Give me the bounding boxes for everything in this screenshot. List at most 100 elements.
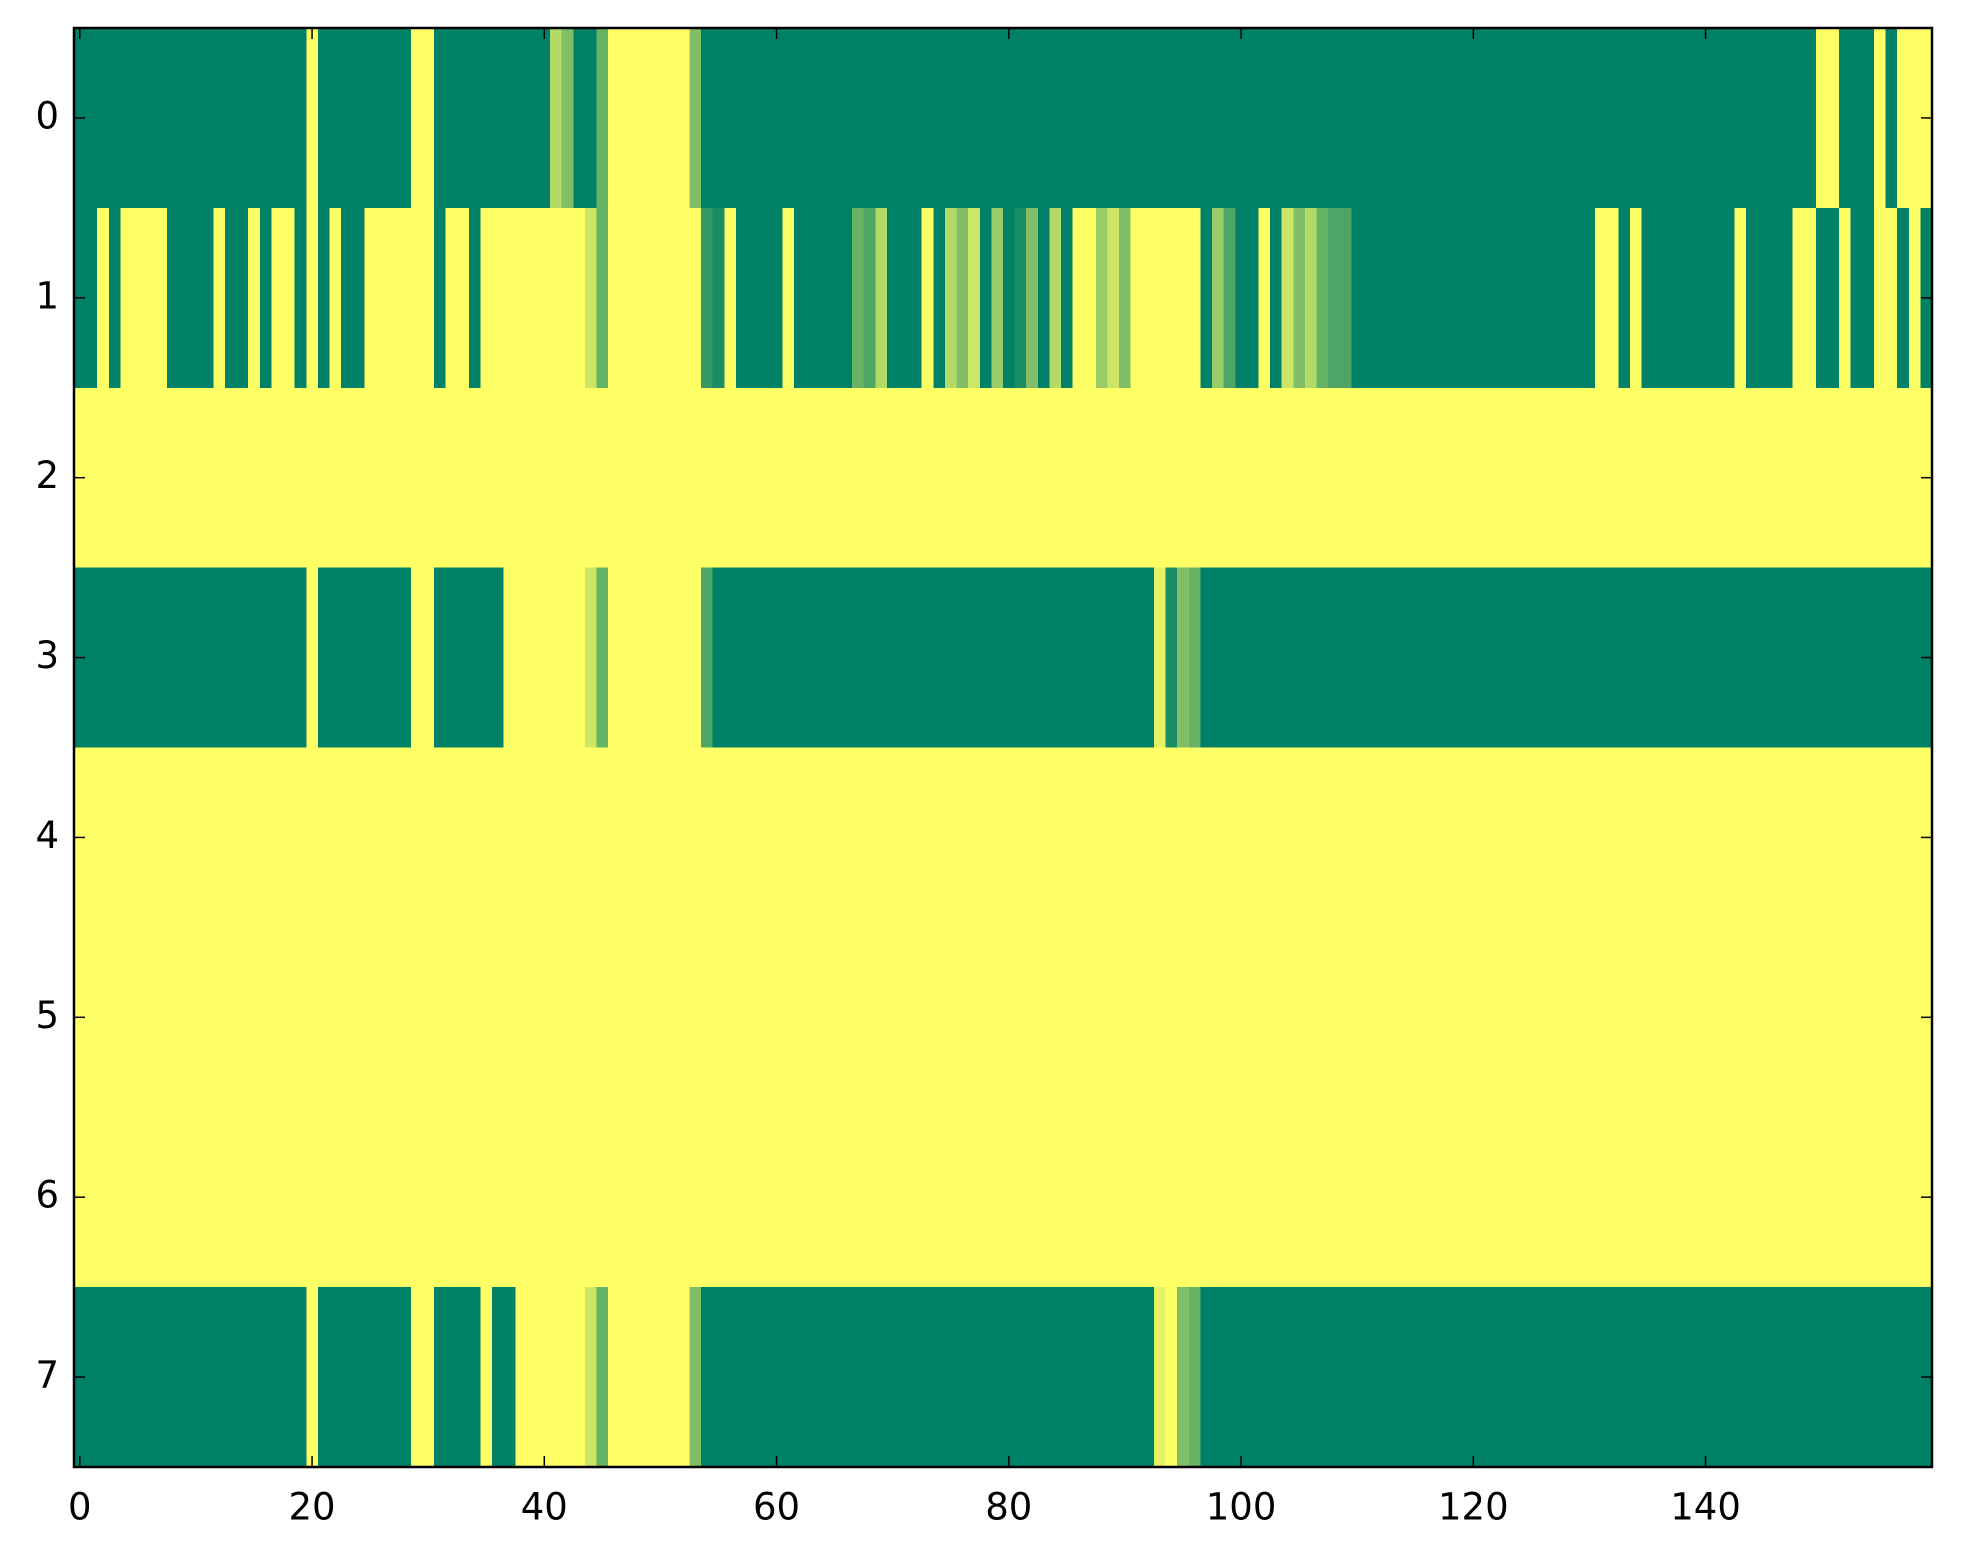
- cell: [480, 747, 493, 928]
- cell: [1583, 747, 1596, 928]
- cell: [608, 567, 621, 749]
- cell: [689, 567, 702, 749]
- cell: [956, 1287, 969, 1468]
- cell: [1246, 747, 1260, 928]
- cell: [457, 207, 470, 389]
- cell: [1815, 567, 1829, 749]
- cell: [759, 1107, 772, 1288]
- cell: [817, 567, 830, 749]
- cell: [1467, 747, 1480, 928]
- cell: [1873, 387, 1887, 569]
- cell: [526, 927, 540, 1108]
- cell: [1270, 1287, 1283, 1468]
- cell: [213, 1287, 226, 1468]
- cell: [619, 28, 632, 209]
- cell: [97, 1287, 110, 1468]
- cell: [1386, 927, 1399, 1108]
- cell: [1757, 1287, 1771, 1468]
- cell: [410, 387, 423, 569]
- cell: [1815, 1107, 1829, 1288]
- cell: [166, 567, 180, 749]
- cell: [1641, 747, 1654, 928]
- cell: [1769, 1287, 1782, 1468]
- cell: [979, 747, 992, 928]
- cell: [1281, 1287, 1294, 1468]
- cell: [1432, 28, 1445, 209]
- cell: [480, 927, 493, 1108]
- cell: [1908, 1107, 1921, 1288]
- cell: [1026, 1107, 1039, 1288]
- cell: [236, 1287, 249, 1468]
- cell: [1107, 207, 1120, 389]
- cell: [1432, 567, 1445, 749]
- cell: [1374, 567, 1387, 749]
- cell: [433, 207, 447, 389]
- cell: [1769, 747, 1782, 928]
- cell: [445, 387, 458, 569]
- cell: [561, 1107, 574, 1288]
- cell: [875, 207, 888, 389]
- cell: [1490, 1287, 1503, 1468]
- cell: [1513, 207, 1527, 389]
- cell: [341, 747, 354, 928]
- cell: [596, 387, 609, 569]
- cell: [759, 387, 772, 569]
- cell: [422, 747, 435, 928]
- cell: [259, 567, 273, 749]
- cell: [1316, 927, 1329, 1108]
- cell: [910, 207, 923, 389]
- cell: [1537, 567, 1550, 749]
- cell: [1177, 1107, 1190, 1288]
- cell: [968, 927, 981, 1108]
- cell: [143, 387, 156, 569]
- cell: [631, 387, 644, 569]
- cell: [166, 1107, 180, 1288]
- cell: [1119, 747, 1132, 928]
- cell: [701, 1287, 714, 1468]
- cell: [178, 1107, 191, 1288]
- cell: [793, 567, 807, 749]
- cell: [1246, 28, 1260, 209]
- cell: [1200, 28, 1213, 209]
- cell: [480, 567, 493, 749]
- cell: [956, 567, 969, 749]
- cell: [1142, 567, 1155, 749]
- cell: [1548, 28, 1561, 209]
- cell: [1908, 207, 1921, 389]
- cell: [643, 28, 656, 209]
- cell: [596, 1287, 609, 1468]
- cell: [1409, 207, 1422, 389]
- cell: [1444, 28, 1457, 209]
- cell: [190, 207, 203, 389]
- cell: [1212, 747, 1225, 928]
- cell: [1839, 927, 1852, 1108]
- cell: [770, 927, 783, 1108]
- cell: [143, 567, 156, 749]
- cell: [410, 567, 423, 749]
- cell: [1177, 747, 1190, 928]
- x-tick-label: 0: [68, 1486, 92, 1529]
- cell: [1362, 207, 1376, 389]
- cell: [991, 387, 1004, 569]
- cell: [1177, 927, 1190, 1108]
- cell: [1479, 1287, 1492, 1468]
- cell: [666, 567, 679, 749]
- cell: [236, 28, 249, 209]
- plot-frame: [72, 26, 1934, 1469]
- cell: [1351, 1287, 1364, 1468]
- cell: [1258, 1287, 1271, 1468]
- cell: [677, 1287, 691, 1468]
- cell: [550, 28, 563, 209]
- cell: [224, 1287, 238, 1468]
- cell: [770, 1107, 783, 1288]
- cell: [921, 207, 934, 389]
- cell: [1572, 1287, 1585, 1468]
- cell: [364, 747, 377, 928]
- cell: [1270, 28, 1283, 209]
- cell: [1630, 1107, 1643, 1288]
- cell: [1479, 927, 1492, 1108]
- cell: [1235, 207, 1248, 389]
- cell: [1885, 1287, 1898, 1468]
- cell: [1304, 387, 1318, 569]
- cell: [1873, 1287, 1887, 1468]
